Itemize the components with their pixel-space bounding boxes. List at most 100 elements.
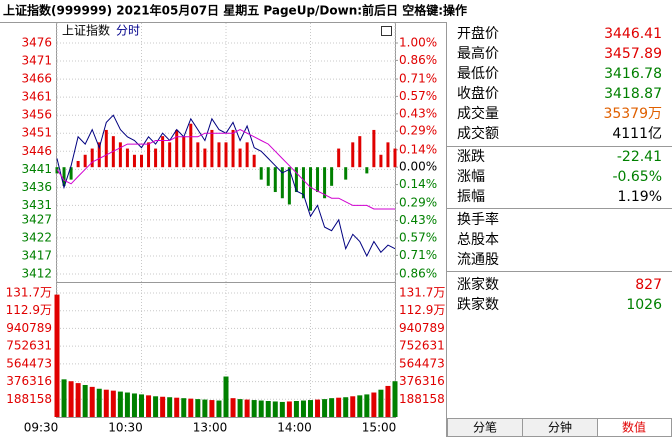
quote-label: 最低价 (457, 66, 499, 82)
y2-tick-label: 376316 (399, 374, 445, 388)
volume-bar (329, 398, 335, 417)
y2-tick-label: 0.43% (399, 106, 437, 120)
y-tick-label: 112.9万 (6, 303, 52, 317)
x-tick-label: 09:30 (24, 421, 59, 435)
strength-bar (168, 142, 172, 168)
quote-value: 3457.89 (604, 46, 662, 62)
y-tick-label: 3412 (21, 267, 52, 281)
strength-bar (252, 154, 256, 168)
volume-bar (322, 399, 328, 417)
quote-label: 成交额 (457, 125, 499, 142)
volume-bar (61, 379, 67, 417)
y-tick-label: 3427 (21, 212, 52, 226)
tab-label[interactable]: 数值 (622, 420, 646, 435)
y-tick-label: 376316 (6, 374, 52, 388)
y2-tick-label: 0.71% (399, 248, 437, 262)
volume-bar (293, 400, 299, 417)
volume-bar (357, 395, 363, 417)
x-tick-label: 10:30 (108, 421, 143, 435)
strength-bar (189, 123, 193, 168)
strength-bar (386, 142, 390, 168)
volume-bar (223, 376, 229, 417)
volume-bar (96, 388, 102, 417)
volume-bar (103, 389, 109, 417)
quote-label: 振幅 (457, 189, 485, 205)
y2-tick-label: 0.43% (399, 213, 437, 227)
volume-bar (54, 294, 60, 417)
volume-bar (139, 394, 144, 417)
strength-bar (316, 167, 320, 193)
volume-bar (279, 401, 285, 417)
quote-label: 总股本 (457, 232, 499, 248)
volume-bar (89, 386, 95, 417)
y2-tick-label: 112.9万 (399, 303, 445, 317)
volume-bar (385, 385, 391, 417)
tab-label[interactable]: 分笔 (473, 420, 497, 435)
strength-bar (154, 148, 158, 168)
strength-bar (280, 167, 284, 199)
quote-label: 涨幅 (457, 169, 485, 185)
strength-bar (125, 148, 129, 168)
x-tick-label: 15:00 (362, 421, 397, 435)
volume-bar (237, 399, 243, 417)
quote-value: 827 (635, 277, 662, 293)
strength-bar (90, 148, 94, 168)
strength-bar (217, 142, 221, 168)
strength-bar (140, 154, 143, 168)
y-tick-label: 3456 (21, 108, 52, 122)
quote-label: 流通股 (457, 252, 499, 268)
volume-bar (131, 393, 137, 417)
volume-bar (272, 401, 278, 417)
strength-bar (309, 167, 312, 211)
strength-bar (175, 129, 179, 168)
y-tick-label: 3446 (21, 144, 52, 158)
volume-bar (188, 398, 194, 417)
tab-bar: 分笔 分钟 数值 (447, 418, 672, 437)
strength-bar (379, 154, 383, 168)
strength-bar (196, 142, 200, 168)
quote-value: 3418.87 (604, 86, 662, 102)
strength-bar (273, 167, 277, 193)
strength-bar (245, 142, 249, 168)
y2-tick-label: 0.14% (399, 177, 437, 191)
x-tick-label: 14:00 (277, 421, 312, 435)
quote-value: 3446.41 (604, 26, 662, 42)
quote-label: 最高价 (457, 45, 499, 62)
x-tick-label: 13:00 (193, 421, 228, 435)
chart-title: 上证指数 (62, 23, 110, 38)
strength-bar (301, 167, 305, 199)
strength-bar (266, 167, 270, 186)
y-tick-label: 3466 (21, 72, 52, 86)
volume-bar (181, 398, 187, 417)
strength-bar (210, 129, 214, 168)
quote-label: 涨家数 (457, 276, 499, 293)
tab-label[interactable]: 分钟 (548, 420, 572, 435)
strength-bar (224, 142, 228, 168)
panel-toggle[interactable] (381, 26, 392, 36)
quote-value: 3416.78 (604, 66, 662, 82)
volume-bar (160, 396, 166, 417)
volume-bar (378, 389, 384, 417)
strength-bar (238, 148, 242, 168)
strength-bar (132, 154, 136, 168)
volume-bar (82, 384, 88, 417)
volume-bar (117, 391, 123, 417)
volume-bar (308, 400, 313, 417)
strength-bar (294, 167, 298, 193)
strength-bar (259, 167, 263, 180)
volume-bar (167, 397, 173, 417)
y-tick-label: 3417 (21, 248, 52, 262)
strength-bar (55, 167, 59, 174)
volume-bar (230, 398, 236, 417)
strength-bar (62, 167, 66, 186)
volume-bar (153, 396, 159, 417)
price-line (56, 129, 395, 210)
y-tick-label: 752631 (6, 339, 52, 353)
volume-bar (300, 400, 306, 417)
strength-bar (323, 167, 327, 199)
quote-value: 35379万 (603, 106, 662, 122)
y2-tick-label: 188158 (399, 392, 445, 406)
y2-tick-label: 564473 (399, 356, 445, 370)
y-tick-label: 3461 (21, 90, 52, 104)
strength-bar (182, 136, 186, 168)
